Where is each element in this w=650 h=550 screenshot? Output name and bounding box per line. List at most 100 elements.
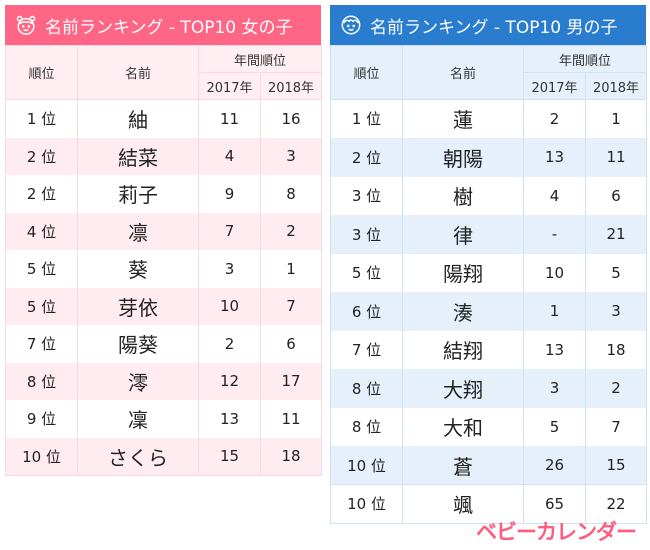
header-annual-rank: 年間順位 bbox=[522, 45, 648, 73]
rank-2017-cell: 10 bbox=[523, 253, 586, 292]
rank-2017-cell: 7 bbox=[198, 212, 261, 250]
rank-cell: 2 位 bbox=[330, 138, 403, 177]
name-cell: 朝陽 bbox=[402, 138, 524, 177]
rank-cell: 8 位 bbox=[5, 362, 78, 400]
rank-2018-cell: 11 bbox=[584, 138, 648, 177]
name-cell: 芽依 bbox=[77, 287, 199, 325]
rank-cell: 10 位 bbox=[330, 446, 403, 485]
name-cell: 結菜 bbox=[77, 137, 199, 175]
table-row: 3 位律 -21 bbox=[330, 215, 648, 254]
rank-cell: 6 位 bbox=[330, 292, 403, 331]
name-cell: 陽翔 bbox=[402, 253, 524, 292]
rank-2017-cell: 65 bbox=[523, 484, 586, 524]
rank-2018-cell: 18 bbox=[584, 330, 648, 369]
rank-2017-cell: - bbox=[523, 215, 586, 254]
header-2018: 2018年 bbox=[259, 72, 323, 100]
name-cell: 大和 bbox=[402, 407, 524, 446]
rank-2018-cell: 18 bbox=[259, 437, 323, 476]
rank-cell: 2 位 bbox=[5, 175, 78, 213]
table-row: 8 位大和 5 7 bbox=[330, 407, 648, 446]
rank-2018-cell: 6 bbox=[584, 176, 648, 215]
rank-2018-cell: 2 bbox=[259, 212, 323, 250]
rank-2017-cell: 13 bbox=[523, 330, 586, 369]
name-cell: 莉子 bbox=[77, 175, 199, 213]
rank-2017-cell: 15 bbox=[198, 437, 261, 476]
rank-2018-cell: 3 bbox=[259, 137, 323, 175]
girls-title: 名前ランキング - TOP10 女の子 bbox=[45, 17, 293, 38]
table-row: 8 位大翔 3 2 bbox=[330, 369, 648, 408]
rank-cell: 5 位 bbox=[330, 253, 403, 292]
rank-2018-cell: 7 bbox=[584, 407, 648, 446]
table-row: 5 位陽翔 10 5 bbox=[330, 253, 648, 292]
rank-2017-cell: 9 bbox=[198, 175, 261, 213]
rank-cell: 5 位 bbox=[5, 250, 78, 288]
rank-2018-cell: 1 bbox=[584, 99, 648, 138]
rank-2018-cell: 22 bbox=[584, 484, 648, 524]
rank-2018-cell: 6 bbox=[259, 325, 323, 363]
rank-2018-cell: 1 bbox=[259, 250, 323, 288]
name-cell: 結翔 bbox=[402, 330, 524, 369]
header-name: 名前 bbox=[77, 45, 199, 100]
rank-2018-cell: 5 bbox=[584, 253, 648, 292]
rank-2018-cell: 2 bbox=[584, 369, 648, 408]
name-cell: 蓮 bbox=[402, 99, 524, 138]
rank-2018-cell: 17 bbox=[259, 362, 323, 400]
boy-face-icon bbox=[341, 15, 361, 35]
rank-2018-cell: 8 bbox=[259, 175, 323, 213]
boys-title-bar: 名前ランキング - TOP10 男の子 bbox=[330, 5, 646, 45]
rank-cell: 1 位 bbox=[330, 99, 403, 138]
name-cell: 律 bbox=[402, 215, 524, 254]
rank-2017-cell: 4 bbox=[523, 176, 586, 215]
name-cell: 凜 bbox=[77, 400, 199, 438]
table-row: 10 位蒼 26 15 bbox=[330, 446, 648, 485]
name-cell: 澪 bbox=[77, 362, 199, 400]
rank-2017-cell: 2 bbox=[198, 325, 261, 363]
table-row: 2 位朝陽 13 11 bbox=[330, 138, 648, 177]
rank-2018-cell: 21 bbox=[584, 215, 648, 254]
table-row: 8 位澪 12 17 bbox=[5, 362, 323, 400]
name-cell: 陽葵 bbox=[77, 325, 199, 363]
header-2017: 2017年 bbox=[198, 72, 261, 100]
table-row: 1 位紬 11 16 bbox=[5, 99, 323, 138]
header-annual-rank: 年間順位 bbox=[197, 45, 323, 73]
rank-2017-cell: 4 bbox=[198, 137, 261, 175]
rank-cell: 2 位 bbox=[5, 137, 78, 175]
rank-cell: 8 位 bbox=[330, 369, 403, 408]
rank-cell: 7 位 bbox=[5, 325, 78, 363]
table-row: 10 位さくら 15 18 bbox=[5, 437, 323, 476]
rank-2017-cell: 10 bbox=[198, 287, 261, 325]
girl-face-icon bbox=[16, 15, 36, 35]
rank-2018-cell: 15 bbox=[584, 446, 648, 485]
header-rank: 順位 bbox=[330, 45, 403, 100]
table-row: 2 位結菜 4 3 bbox=[5, 137, 323, 175]
rank-2017-cell: 1 bbox=[523, 292, 586, 331]
table-row: 9 位凜 13 11 bbox=[5, 400, 323, 438]
rank-2017-cell: 3 bbox=[523, 369, 586, 408]
header-2017: 2017年 bbox=[523, 72, 586, 100]
girls-title-bar: 名前ランキング - TOP10 女の子 bbox=[5, 5, 321, 45]
name-cell: 樹 bbox=[402, 176, 524, 215]
rank-2017-cell: 11 bbox=[198, 99, 261, 138]
rank-2017-cell: 5 bbox=[523, 407, 586, 446]
rank-cell: 3 位 bbox=[330, 176, 403, 215]
table-row: 2 位莉子 9 8 bbox=[5, 175, 323, 213]
table-row: 7 位結翔 13 18 bbox=[330, 330, 648, 369]
rank-cell: 4 位 bbox=[5, 212, 78, 250]
table-row: 10 位颯 65 22 bbox=[330, 484, 648, 524]
rank-2018-cell: 11 bbox=[259, 400, 323, 438]
name-cell: 葵 bbox=[77, 250, 199, 288]
rank-2017-cell: 3 bbox=[198, 250, 261, 288]
rank-2018-cell: 7 bbox=[259, 287, 323, 325]
rank-cell: 1 位 bbox=[5, 99, 78, 138]
rank-2017-cell: 2 bbox=[523, 99, 586, 138]
girls-ranking-table: 順位 名前 年間順位 2017年 2018年 1 位紬 11 16 2 位結菜 4 3 … bbox=[5, 45, 323, 476]
name-cell: 湊 bbox=[402, 292, 524, 331]
rank-2017-cell: 13 bbox=[523, 138, 586, 177]
rank-2018-cell: 16 bbox=[259, 99, 323, 138]
